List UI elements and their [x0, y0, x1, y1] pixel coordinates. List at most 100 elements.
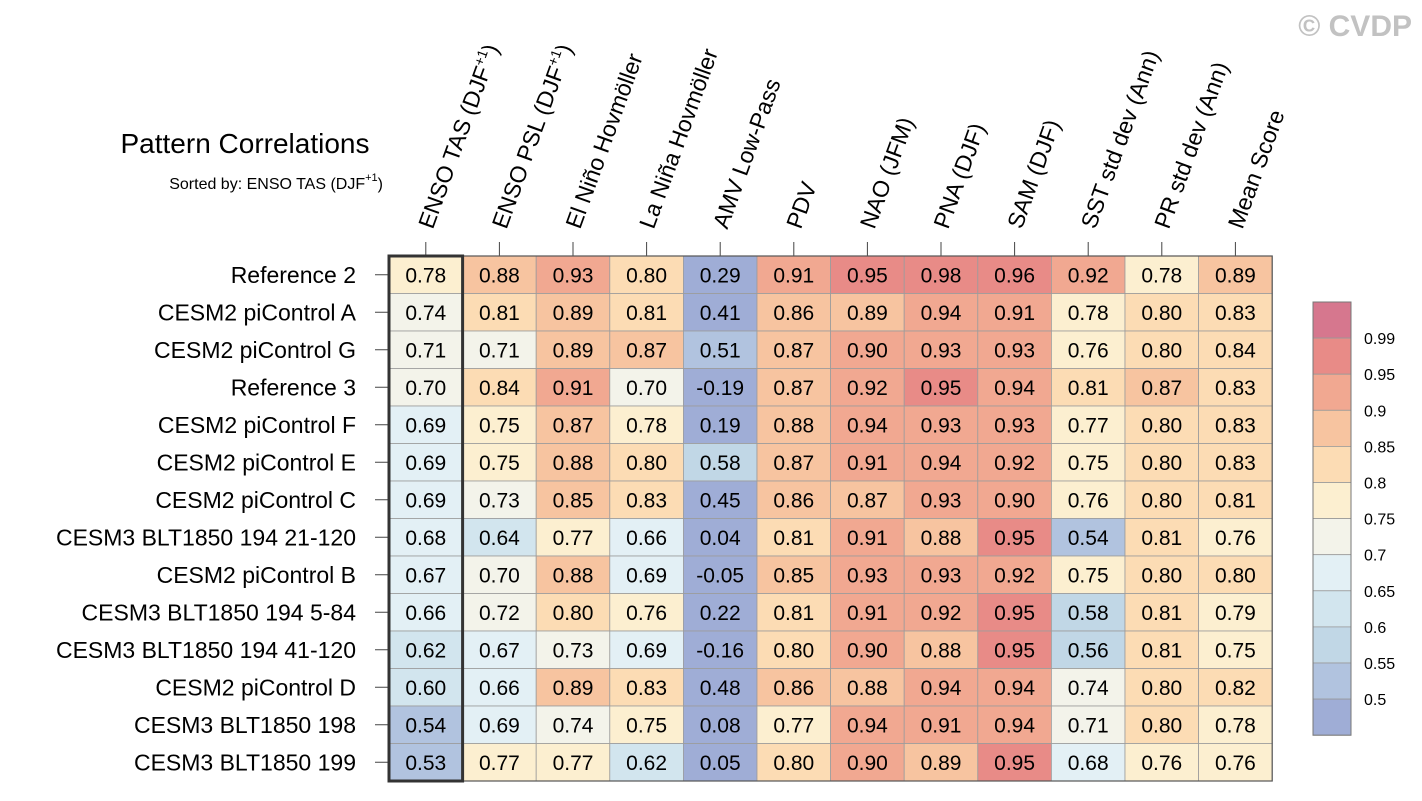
cell-value-label: 0.83 — [626, 489, 667, 512]
cell-value-label: 0.77 — [1068, 414, 1109, 437]
cell-value-label: 0.88 — [921, 639, 962, 662]
colorbar-segment — [1312, 445, 1352, 483]
colorbar-tick-label: 0.95 — [1364, 367, 1395, 384]
heatmap-cell — [1198, 630, 1273, 669]
row-label: CESM2 piControl F — [158, 412, 356, 438]
cell-value-label: 0.90 — [847, 752, 888, 775]
heatmap-cell — [830, 330, 905, 369]
heatmap-cells: 0.78 0.88 0.93 0.80 0.29 0.91 0.95 0.98 0.96 0.92… — [387, 254, 1273, 783]
cell-value-label: 0.71 — [479, 339, 520, 362]
heatmap-cell — [1198, 405, 1273, 444]
cell-value-label: 0.78 — [405, 264, 446, 287]
heatmap-cell — [462, 405, 537, 444]
cell-value-label: 0.89 — [921, 752, 962, 775]
heatmap-cell — [903, 443, 979, 482]
heatmap-cell — [1051, 555, 1126, 594]
heatmap-cell — [462, 293, 537, 332]
heatmap-cell — [1124, 368, 1199, 407]
heatmap-cell — [388, 293, 463, 332]
cell-value-label: 0.94 — [847, 414, 888, 437]
heatmap-cell — [756, 593, 831, 632]
cell-value-label: 0.80 — [553, 602, 594, 625]
heatmap-cell — [609, 368, 684, 407]
heatmap-cell — [903, 630, 979, 669]
column-label: AMV Low-Pass — [707, 75, 785, 232]
heatmap-cell — [683, 743, 758, 782]
cell-value-label: 0.87 — [847, 489, 888, 512]
cell-value-label: 0.83 — [1215, 302, 1256, 325]
row-labels: Reference 2 CESM2 piControl A CESM2 piCont… — [56, 262, 389, 775]
cell-value-label: 0.81 — [1141, 527, 1182, 550]
heatmap-cell — [609, 593, 684, 632]
heatmap-cell — [756, 518, 831, 557]
cell-value-label: 0.22 — [700, 602, 741, 625]
heatmap-cell — [535, 368, 611, 407]
sort-column-highlight — [387, 254, 465, 783]
chart-subtitle: Sorted by: ENSO TAS (DJF+1) — [169, 172, 383, 193]
heatmap-cell — [1051, 255, 1126, 294]
cell-value-label: 0.85 — [553, 489, 594, 512]
heatmap-cell — [388, 593, 463, 632]
heatmap-cell — [1124, 255, 1199, 294]
cell-value-label: 0.75 — [1068, 564, 1109, 587]
column-label: SST std dev (Ann) — [1075, 47, 1164, 232]
heatmap-cell — [1124, 293, 1199, 332]
cell-value-label: 0.72 — [479, 602, 520, 625]
cell-value-label: 0.92 — [847, 377, 888, 400]
heatmap-cell — [462, 593, 537, 632]
cell-value-label: 0.58 — [1068, 602, 1109, 625]
heatmap-cell — [903, 668, 979, 707]
heatmap-cell — [388, 705, 463, 744]
cell-value-label: 0.80 — [1141, 414, 1182, 437]
cell-value-label: 0.93 — [994, 339, 1035, 362]
heatmap-cell — [977, 330, 1052, 369]
cell-value-label: 0.93 — [921, 489, 962, 512]
heatmap-cell — [1124, 705, 1199, 744]
cell-value-label: 0.87 — [1141, 377, 1182, 400]
cell-value-label: 0.79 — [1215, 602, 1256, 625]
cell-value-label: 0.92 — [994, 452, 1035, 475]
heatmap-cell — [756, 443, 831, 482]
cell-value-label: 0.70 — [626, 377, 667, 400]
heatmap-cell — [1051, 518, 1126, 557]
cell-value-label: 0.87 — [773, 377, 814, 400]
cell-value-label: 0.67 — [479, 639, 520, 662]
heatmap-cell — [1198, 443, 1273, 482]
cell-value-label: 0.88 — [553, 564, 594, 587]
heatmap-cell — [535, 630, 611, 669]
heatmap-cell — [977, 593, 1052, 632]
cell-value-label: 0.83 — [1215, 414, 1256, 437]
heatmap-cell — [388, 443, 463, 482]
cell-value-label: 0.92 — [994, 564, 1035, 587]
heatmap-cell — [756, 255, 831, 294]
colorbar-tick-label: 0.8 — [1364, 476, 1386, 493]
cell-value-label: 0.80 — [1215, 564, 1256, 587]
cell-value-label: 0.67 — [405, 564, 446, 587]
cell-value-label: 0.81 — [1141, 639, 1182, 662]
heatmap-cell — [977, 630, 1052, 669]
heatmap-cell — [977, 443, 1052, 482]
row-label: CESM2 piControl D — [155, 674, 356, 700]
cell-value-label: 0.81 — [1141, 602, 1182, 625]
heatmap-cell — [756, 743, 831, 782]
cell-value-label: 0.74 — [553, 714, 594, 737]
cell-value-label: 0.81 — [479, 302, 520, 325]
cell-value-label: 0.77 — [773, 714, 814, 737]
heatmap-cell — [462, 630, 537, 669]
heatmap-cell — [388, 405, 463, 444]
cell-value-label: 0.69 — [626, 639, 667, 662]
cell-value-label: 0.75 — [1215, 639, 1256, 662]
heatmap-cell — [462, 705, 537, 744]
heatmap-cell — [1198, 255, 1273, 294]
cell-value-label: 0.93 — [921, 414, 962, 437]
cell-value-label: 0.56 — [1068, 639, 1109, 662]
colorbar-tick-label: 0.55 — [1364, 656, 1395, 673]
row-label: CESM2 piControl E — [157, 449, 356, 475]
heatmap-cell — [388, 330, 463, 369]
cell-value-label: 0.76 — [1215, 527, 1256, 550]
heatmap-cell — [1051, 480, 1126, 519]
heatmap-cell — [830, 293, 905, 332]
column-label: ENSO PSL (DJF+1) — [486, 40, 578, 232]
cell-value-label: 0.92 — [1068, 264, 1109, 287]
cell-value-label: 0.93 — [921, 339, 962, 362]
